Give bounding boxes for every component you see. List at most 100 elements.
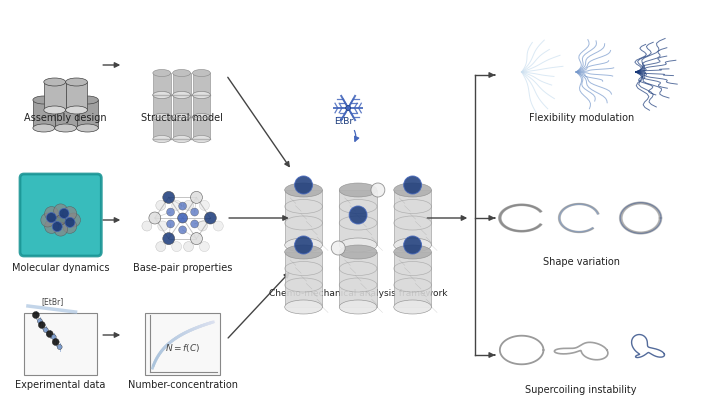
Circle shape <box>156 242 166 252</box>
Ellipse shape <box>66 78 88 86</box>
Ellipse shape <box>339 183 377 197</box>
Circle shape <box>184 242 194 252</box>
Circle shape <box>191 233 202 244</box>
Circle shape <box>295 236 313 254</box>
Ellipse shape <box>394 245 431 259</box>
Ellipse shape <box>153 135 171 143</box>
Ellipse shape <box>55 96 76 104</box>
Text: Shape variation: Shape variation <box>543 257 619 267</box>
Bar <box>76 100 98 128</box>
Circle shape <box>45 206 58 221</box>
Circle shape <box>199 200 209 210</box>
Ellipse shape <box>76 124 98 132</box>
Ellipse shape <box>153 69 171 76</box>
Circle shape <box>346 105 350 111</box>
Bar <box>339 252 377 307</box>
Bar <box>66 82 88 110</box>
Circle shape <box>156 242 166 252</box>
Bar <box>394 190 431 245</box>
Circle shape <box>404 236 422 254</box>
Bar <box>33 100 55 128</box>
Circle shape <box>46 213 56 223</box>
Circle shape <box>149 212 161 224</box>
Circle shape <box>53 222 68 236</box>
Circle shape <box>63 206 77 221</box>
Circle shape <box>158 221 168 231</box>
Circle shape <box>167 220 174 228</box>
Circle shape <box>179 226 187 234</box>
Circle shape <box>51 335 56 339</box>
Circle shape <box>65 217 75 227</box>
Ellipse shape <box>76 96 98 104</box>
Circle shape <box>172 242 182 252</box>
Circle shape <box>52 221 62 231</box>
Ellipse shape <box>44 106 66 114</box>
Circle shape <box>172 242 182 252</box>
Text: [EtBr]: [EtBr] <box>42 297 64 307</box>
Ellipse shape <box>192 135 210 143</box>
Circle shape <box>172 200 182 210</box>
Circle shape <box>57 345 62 349</box>
Ellipse shape <box>44 78 66 86</box>
Ellipse shape <box>192 91 210 99</box>
Circle shape <box>197 221 207 231</box>
Bar <box>24 313 98 375</box>
Circle shape <box>43 328 48 332</box>
Circle shape <box>156 200 166 210</box>
Circle shape <box>167 208 174 216</box>
Circle shape <box>197 221 207 231</box>
Text: EtBr: EtBr <box>334 118 353 126</box>
Text: $N = f(C)$: $N = f(C)$ <box>165 342 200 354</box>
Circle shape <box>172 242 182 252</box>
Ellipse shape <box>285 238 323 252</box>
Ellipse shape <box>339 245 377 259</box>
Text: Base-pair properties: Base-pair properties <box>133 263 232 273</box>
Circle shape <box>45 219 58 234</box>
Ellipse shape <box>173 91 191 99</box>
Circle shape <box>214 221 224 231</box>
Text: Number-concentration: Number-concentration <box>127 380 238 390</box>
Bar <box>153 117 171 139</box>
Circle shape <box>41 213 55 227</box>
Text: Chemo-mechanical analysis framework: Chemo-mechanical analysis framework <box>269 288 447 297</box>
Circle shape <box>163 191 174 203</box>
Bar <box>339 190 377 245</box>
Circle shape <box>295 176 313 194</box>
Ellipse shape <box>33 96 55 104</box>
Text: Flexibility modulation: Flexibility modulation <box>528 113 634 123</box>
Ellipse shape <box>66 106 88 114</box>
Ellipse shape <box>153 114 171 120</box>
Circle shape <box>142 221 152 231</box>
Circle shape <box>184 200 194 210</box>
Ellipse shape <box>394 183 431 197</box>
Circle shape <box>191 220 199 228</box>
Circle shape <box>191 191 202 203</box>
Text: Molecular dynamics: Molecular dynamics <box>12 263 110 273</box>
Circle shape <box>163 233 174 244</box>
Bar <box>44 82 66 110</box>
Circle shape <box>349 206 367 224</box>
Circle shape <box>63 219 77 234</box>
Bar <box>192 117 210 139</box>
FancyBboxPatch shape <box>20 174 101 256</box>
Ellipse shape <box>394 238 431 252</box>
Ellipse shape <box>173 114 191 120</box>
Ellipse shape <box>55 124 76 132</box>
Circle shape <box>52 339 59 345</box>
Circle shape <box>142 221 152 231</box>
Ellipse shape <box>33 124 55 132</box>
Ellipse shape <box>173 114 191 120</box>
Circle shape <box>371 183 385 197</box>
Bar <box>192 73 210 95</box>
Circle shape <box>199 242 209 252</box>
Circle shape <box>38 322 46 328</box>
Bar <box>192 95 210 117</box>
Ellipse shape <box>153 91 171 99</box>
Circle shape <box>56 215 66 225</box>
Bar <box>285 252 323 307</box>
Bar <box>145 313 220 375</box>
Ellipse shape <box>153 91 171 99</box>
Circle shape <box>158 221 168 231</box>
Circle shape <box>184 242 194 252</box>
Ellipse shape <box>285 245 323 259</box>
